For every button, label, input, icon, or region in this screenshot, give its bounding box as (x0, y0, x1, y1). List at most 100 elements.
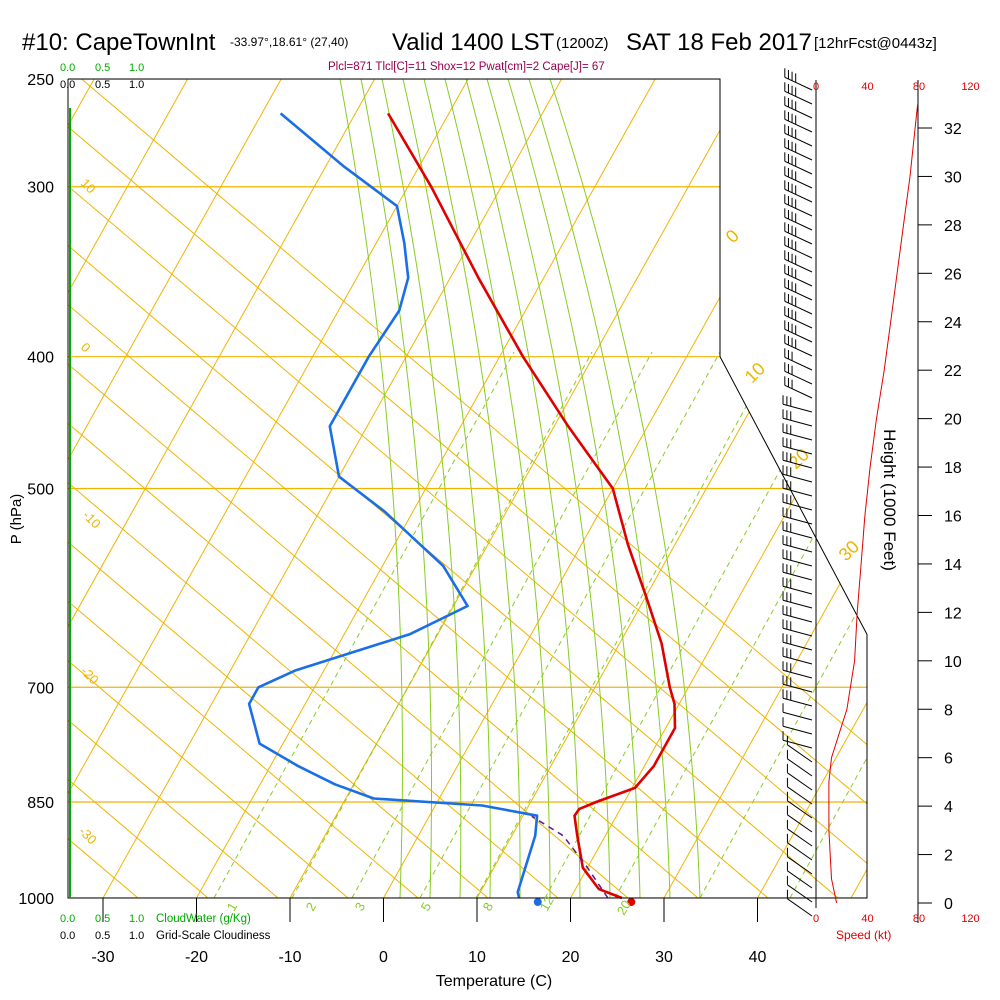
cloud-scale-bottom-black-1: 0.5 (95, 930, 110, 942)
moist-adiabat-label: 30 (835, 537, 863, 565)
mixing-ratio-line (699, 351, 867, 898)
height-tick-label: 22 (944, 363, 962, 380)
mixing-ratio-line (475, 351, 777, 898)
wind-barb (782, 487, 813, 497)
wind-barb (782, 613, 813, 623)
dry-adiabat-label: 10 (78, 176, 99, 197)
wind-barb (787, 870, 813, 889)
sounding-traces (247, 112, 677, 906)
speed-axis-title: Speed (kt) (836, 928, 891, 942)
cloud-water-label: CloudWater (g/Kg) (156, 913, 251, 925)
wind-barb (784, 118, 813, 133)
plot-border (67, 78, 868, 899)
height-tick-label: 32 (944, 121, 962, 138)
wind-barb (782, 543, 813, 553)
wind-barb (787, 898, 813, 917)
cloud-scale-top-green-0: 0.0 (60, 62, 75, 74)
background-lines (0, 79, 867, 898)
wind-barb (787, 814, 813, 833)
pressure-tick-label: 850 (27, 795, 54, 812)
wind-barb (784, 160, 813, 175)
cloud-scale-top-black-2: 1.0 (129, 79, 144, 91)
wind-barb (782, 445, 813, 455)
temperature-tick-label: -10 (278, 949, 301, 966)
wind-barb (782, 725, 813, 735)
forecast-run: [12hrFcst@0443z] (814, 35, 937, 52)
speed-tick-label-top: 80 (913, 81, 925, 93)
speed-tick-label-top: 120 (961, 81, 979, 93)
wind-barb (784, 314, 813, 329)
wind-barb (782, 599, 813, 609)
wind-barb (782, 641, 813, 651)
mixing-ratio-label: 8 (480, 900, 497, 914)
wind-barb (784, 90, 813, 105)
mixing-ratio-line (614, 351, 867, 898)
y-axis-title: P (hPa) (8, 494, 25, 545)
wind-barb (787, 842, 813, 861)
station-title: #10: CapeTownInt (22, 29, 216, 56)
surface-dewpoint-dot (533, 898, 542, 906)
wind-barb (787, 772, 813, 791)
dry-adiabat-label: -20 (78, 664, 102, 688)
height-tick-label: 12 (944, 605, 962, 622)
moist-adiabat-label: 20 (785, 445, 813, 473)
wind-barb (787, 800, 813, 819)
mixing-ratio-label: 12 (537, 893, 557, 913)
height-tick-label: 8 (944, 702, 953, 719)
speed-tick-label-bottom: 120 (961, 913, 979, 925)
moist-adiabat-label: 10 (741, 359, 769, 387)
wind-barb (782, 557, 813, 567)
speed-tick-label-bottom: 80 (913, 913, 925, 925)
isotherm-line (68, 79, 282, 898)
height-tick-label: 0 (944, 896, 953, 913)
cloud-scale-bottom-black-0: 0.0 (60, 930, 75, 942)
mixing-ratio-line (351, 351, 653, 898)
forecast-date: SAT 18 Feb 2017 (626, 29, 812, 56)
height-tick-label: 2 (944, 848, 953, 865)
isotherm-line (663, 79, 867, 898)
cloud-scale-bottom-green-1: 0.5 (95, 913, 110, 925)
wind-barb (787, 856, 813, 875)
temperature-tick-label: -20 (185, 949, 208, 966)
height-axis-title: Height (1000 Feet) (880, 429, 899, 571)
wind-barb (784, 188, 813, 203)
speed-tick-label-top: 40 (861, 81, 873, 93)
wind-barb (782, 711, 813, 721)
wind-barb (784, 104, 813, 119)
pressure-tick-label: 700 (27, 680, 54, 697)
wind-barb (782, 529, 813, 539)
wind-barb (784, 174, 813, 189)
wind-barb (784, 300, 813, 315)
speed-tick-label-bottom: 40 (861, 913, 873, 925)
wind-speed-trace (828, 103, 919, 904)
wind-barb (784, 342, 813, 357)
cloud-scale-bottom-green-0: 0.0 (60, 913, 75, 925)
wind-barb (784, 132, 813, 147)
speed-tick-label-bottom: 0 (813, 913, 819, 925)
dewpoint-trace (247, 112, 539, 899)
wind-barb (784, 370, 813, 385)
isotherm-line (0, 79, 1, 898)
cloudiness-label: Grid-Scale Cloudiness (156, 930, 271, 942)
dry-adiabat-label: -30 (76, 824, 100, 848)
wind-barb (787, 744, 813, 763)
wind-barb (784, 272, 813, 287)
height-tick-label: 10 (944, 654, 962, 671)
pressure-tick-label: 500 (27, 482, 54, 499)
dry-adiabat-label: 0 (78, 340, 94, 356)
mixing-ratio-line (789, 351, 867, 898)
wind-barb (782, 431, 813, 441)
temperature-tick-label: 10 (468, 949, 486, 966)
mixing-ratio-line (544, 351, 846, 898)
wind-barb (784, 230, 813, 245)
wind-barb (784, 286, 813, 301)
mixing-ratio-label: 2 (303, 900, 320, 914)
wind-barb (787, 828, 813, 847)
cloud-scale-top-green-1: 0.5 (95, 62, 110, 74)
height-tick-label: 26 (944, 266, 962, 283)
dry-adiabat-line (68, 79, 489, 898)
wind-barb (782, 655, 813, 665)
height-tick-label: 24 (944, 315, 962, 332)
dry-adiabat-label: -10 (80, 508, 104, 532)
wind-barb (787, 758, 813, 777)
